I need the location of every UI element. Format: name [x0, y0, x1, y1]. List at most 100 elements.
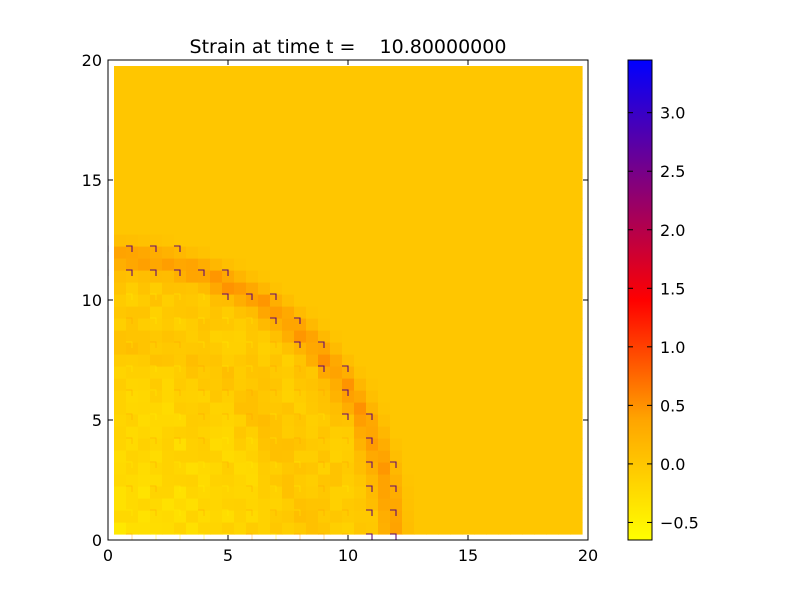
heatmap-cell	[462, 486, 475, 499]
heatmap-cell	[438, 138, 451, 151]
heatmap-cell	[570, 126, 583, 139]
heatmap-cell	[510, 378, 523, 391]
heatmap-cell	[114, 486, 127, 499]
heatmap-cell	[150, 438, 163, 451]
heatmap-cell	[426, 198, 439, 211]
heatmap-cell	[510, 174, 523, 187]
heatmap-cell	[534, 342, 547, 355]
heatmap-cell	[546, 270, 559, 283]
heatmap-cell	[378, 150, 391, 163]
wave-front-marks	[108, 245, 397, 540]
heatmap-cell	[438, 210, 451, 223]
heatmap-cell	[270, 306, 283, 319]
heatmap-cell	[246, 486, 259, 499]
heatmap-cell	[390, 162, 403, 175]
heatmap-cell	[462, 414, 475, 427]
heatmap-cell	[474, 450, 487, 463]
heatmap-cell	[282, 402, 295, 415]
heatmap-cell	[342, 258, 355, 271]
heatmap-cell	[114, 462, 127, 475]
heatmap-cell	[234, 366, 247, 379]
heatmap-cell	[390, 510, 403, 523]
heatmap-cell	[234, 270, 247, 283]
heatmap-cell	[150, 90, 163, 103]
front-mark	[390, 461, 397, 468]
heatmap-cell	[270, 150, 283, 163]
heatmap-cell	[306, 258, 319, 271]
heatmap-cell	[234, 510, 247, 523]
heatmap-cell	[414, 318, 427, 331]
heatmap-cell	[510, 498, 523, 511]
heatmap-cell	[462, 138, 475, 151]
heatmap-cell	[486, 426, 499, 439]
heatmap-cell	[294, 162, 307, 175]
heatmap-cell	[522, 378, 535, 391]
heatmap-cell	[498, 402, 511, 415]
heatmap-cell	[282, 438, 295, 451]
heatmap-cell	[234, 474, 247, 487]
heatmap-cell	[282, 486, 295, 499]
heatmap-cell	[558, 102, 571, 115]
heatmap-cell	[438, 390, 451, 403]
heatmap-cell	[498, 138, 511, 151]
heatmap-cell	[210, 246, 223, 259]
heatmap-cell	[462, 498, 475, 511]
heatmap-cell	[150, 198, 163, 211]
heatmap-cell	[258, 486, 271, 499]
heatmap-cell	[246, 390, 259, 403]
heatmap-cell	[378, 318, 391, 331]
front-mark	[366, 437, 373, 444]
heatmap-cell	[246, 510, 259, 523]
heatmap-cell	[486, 438, 499, 451]
heatmap-cell	[450, 126, 463, 139]
heatmap-cell	[210, 90, 223, 103]
heatmap-cell	[222, 330, 235, 343]
heatmap-cell	[378, 450, 391, 463]
heatmap-cell	[246, 234, 259, 247]
heatmap-cell	[510, 162, 523, 175]
heatmap-cell	[414, 366, 427, 379]
heatmap-cell	[570, 162, 583, 175]
heatmap-cell	[270, 258, 283, 271]
heatmap-cell	[438, 306, 451, 319]
heatmap-cell	[558, 450, 571, 463]
heatmap-cell	[270, 102, 283, 115]
heatmap-cell	[114, 390, 127, 403]
heatmap-cell	[270, 354, 283, 367]
heatmap-cell	[426, 498, 439, 511]
heatmap-cell	[306, 426, 319, 439]
heatmap-cell	[138, 450, 151, 463]
heatmap-cell	[366, 450, 379, 463]
heatmap-cell	[354, 522, 367, 535]
heatmap-cell	[270, 270, 283, 283]
heatmap-cell	[150, 222, 163, 235]
interior-mark	[270, 413, 277, 420]
heatmap-cell	[162, 102, 175, 115]
heatmap-cell	[522, 102, 535, 115]
heatmap-cell	[258, 114, 271, 127]
heatmap-cell	[294, 258, 307, 271]
heatmap-cell	[534, 234, 547, 247]
heatmap-cell	[534, 438, 547, 451]
heatmap-cell	[558, 162, 571, 175]
heatmap-cell	[234, 222, 247, 235]
heatmap-cell	[114, 258, 127, 271]
heatmap-cell	[342, 150, 355, 163]
heatmap-cell	[510, 234, 523, 247]
interior-mark	[174, 389, 181, 396]
heatmap-cell	[498, 498, 511, 511]
heatmap-cell	[306, 162, 319, 175]
heatmap-cell	[138, 378, 151, 391]
heatmap-cell	[474, 90, 487, 103]
heatmap-cell	[438, 174, 451, 187]
heatmap-cell	[270, 462, 283, 475]
heatmap-cell	[450, 66, 463, 79]
interior-mark	[294, 509, 301, 516]
heatmap-cell	[234, 126, 247, 139]
heatmap-cell	[510, 270, 523, 283]
heatmap-cell	[534, 138, 547, 151]
heatmap-cell	[162, 522, 175, 535]
heatmap-cell	[246, 330, 259, 343]
heatmap-cell	[270, 234, 283, 247]
heatmap-cell	[390, 294, 403, 307]
